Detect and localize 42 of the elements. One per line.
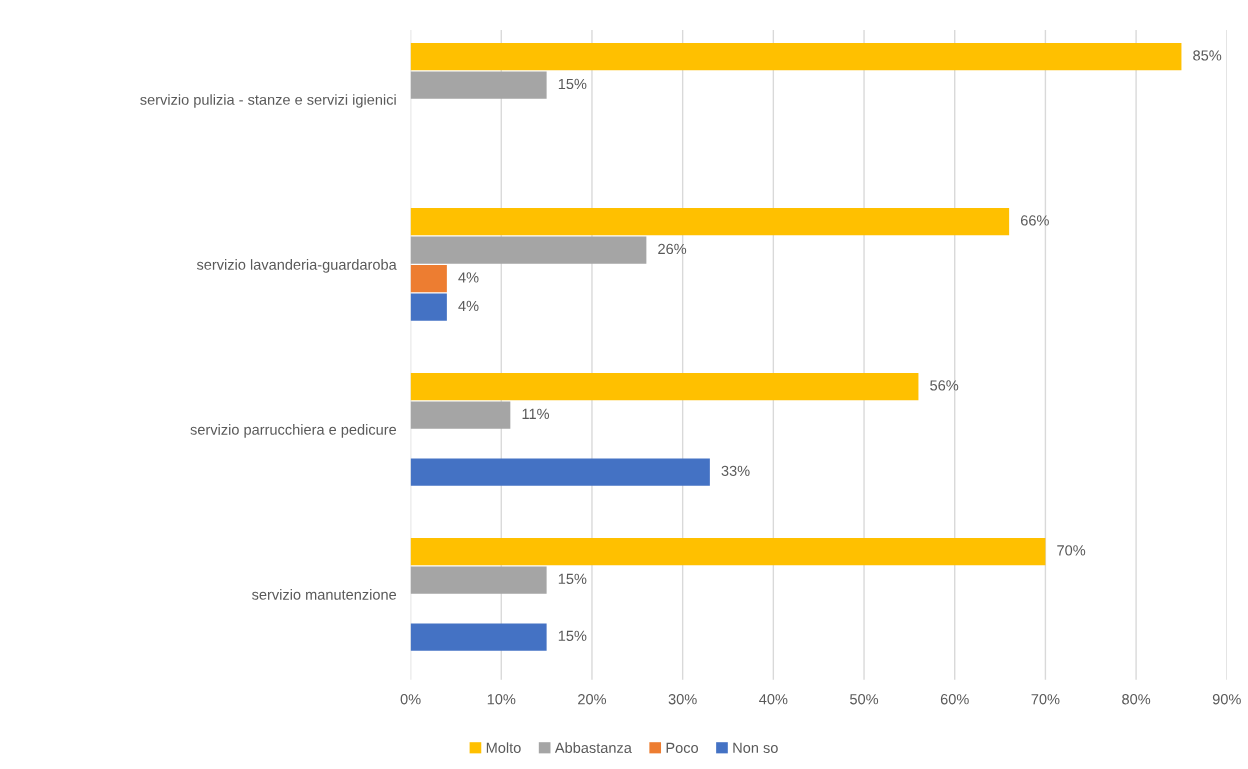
bar	[410, 236, 647, 264]
x-tick-label: 30%	[668, 694, 697, 705]
bar	[410, 458, 710, 486]
legend-label: Non so	[733, 742, 778, 753]
y-tick-label: servizio manutenzione	[252, 589, 397, 600]
bar	[410, 538, 1046, 566]
data-label: 26%	[658, 243, 687, 255]
bar	[410, 265, 447, 293]
x-tick-label: 10%	[487, 694, 516, 705]
bar	[410, 43, 1182, 71]
y-tick-label: servizio pulizia - stanze e servizi igienici	[140, 94, 396, 108]
y-tick-label: servizio parrucchiera e pedicure	[190, 424, 397, 438]
data-label: 15%	[558, 573, 587, 585]
x-tick-label: 70%	[1031, 694, 1060, 705]
bar	[410, 566, 547, 594]
bar	[410, 208, 1010, 236]
bar	[410, 401, 511, 429]
bar	[410, 623, 547, 651]
data-label: 85%	[1193, 50, 1222, 61]
data-label: 66%	[1020, 215, 1049, 226]
bar	[410, 71, 547, 99]
x-tick-label: 60%	[940, 694, 969, 705]
data-label: 70%	[1057, 545, 1086, 556]
x-tick-label: 40%	[759, 694, 788, 705]
data-label: 56%	[930, 380, 959, 391]
x-tick-label: 50%	[850, 694, 879, 705]
x-tick-label: 0%	[400, 694, 421, 705]
data-label: 33%	[721, 465, 750, 477]
data-label: 15%	[558, 78, 587, 90]
legend-label: Molto	[486, 742, 521, 753]
x-tick-label: 90%	[1212, 694, 1241, 705]
bar	[410, 293, 447, 321]
y-tick-label: servizio lavanderia-guardaroba	[196, 259, 397, 273]
legend-label: Poco	[666, 742, 699, 753]
data-label: 11%	[522, 408, 550, 419]
x-tick-label: 80%	[1122, 694, 1151, 705]
legend-label: Abbastanza	[554, 742, 632, 753]
x-tick-label: 20%	[578, 694, 607, 705]
data-label: 4%	[458, 300, 479, 311]
bar	[410, 373, 919, 401]
data-label: 15%	[558, 630, 587, 641]
data-label: 4%	[458, 272, 479, 283]
